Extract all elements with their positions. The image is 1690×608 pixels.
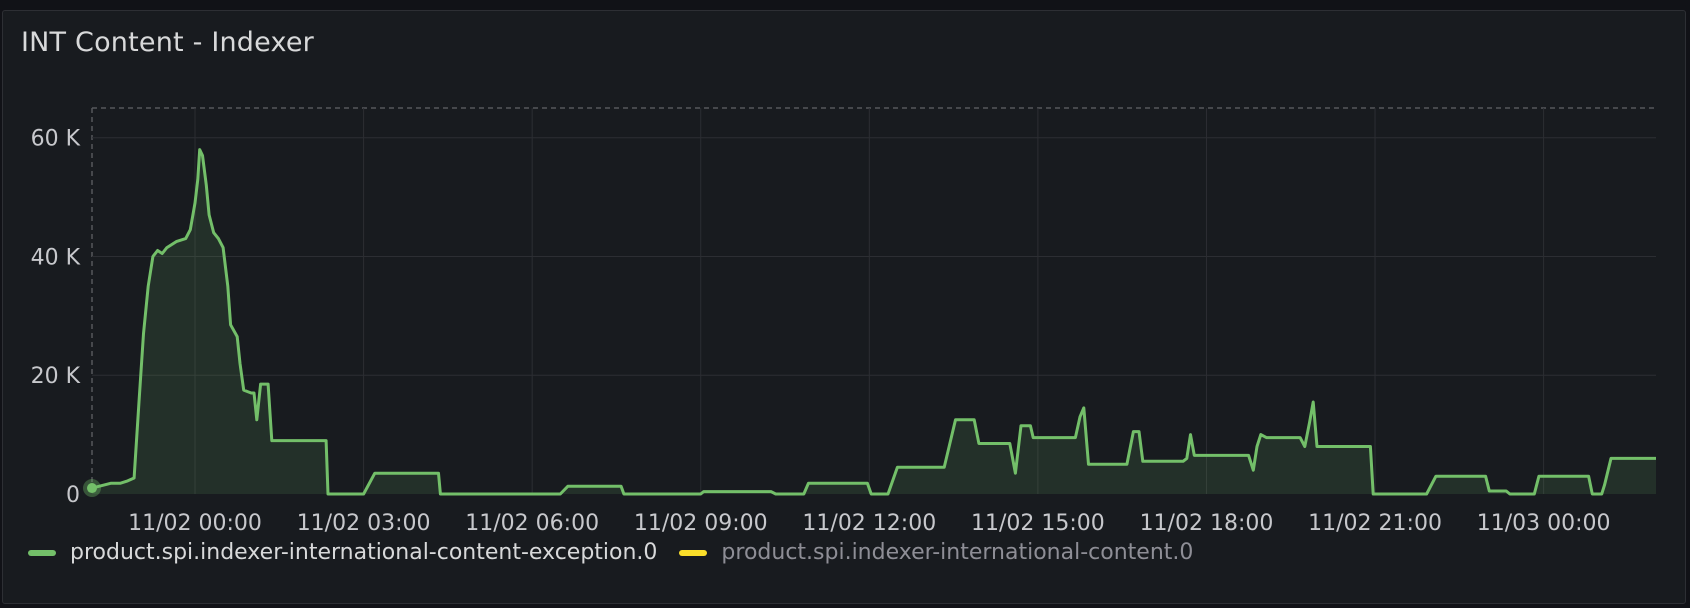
legend-label: product.spi.indexer-international-conten… — [721, 540, 1194, 565]
legend: product.spi.indexer-international-conten… — [28, 540, 1215, 565]
x-tick-label: 11/02 06:00 — [465, 511, 599, 536]
x-tick-label: 11/02 21:00 — [1308, 511, 1442, 536]
legend-swatch-yellow — [679, 549, 708, 556]
x-tick-label: 11/02 00:00 — [128, 511, 262, 536]
legend-label: product.spi.indexer-international-conten… — [70, 540, 658, 565]
y-tick-label: 0 — [66, 483, 80, 508]
legend-swatch-green — [28, 549, 56, 556]
grid — [91, 107, 1656, 494]
y-tick-label: 20 K — [31, 364, 81, 389]
series-area-fill — [92, 149, 1656, 494]
y-tick-label: 60 K — [31, 127, 81, 152]
chart-panel: INT Content - Indexer — [2, 10, 1686, 604]
y-tick-label: 40 K — [31, 245, 81, 270]
panel-title[interactable]: INT Content - Indexer — [21, 27, 314, 58]
series-line-exception[interactable] — [91, 148, 1656, 496]
x-tick-label: 11/02 03:00 — [297, 511, 431, 536]
legend-item-exception[interactable]: product.spi.indexer-international-conten… — [28, 540, 657, 565]
x-tick-label: 11/02 15:00 — [971, 511, 1105, 536]
series-layer — [83, 148, 1656, 498]
series-start-marker[interactable] — [87, 483, 97, 494]
x-axis-ticks: 11/02 00:00 11/02 03:00 11/02 06:00 11/02 0… — [128, 511, 1610, 536]
x-tick-label: 11/03 00:00 — [1477, 511, 1611, 536]
x-tick-label: 11/02 18:00 — [1140, 511, 1274, 536]
x-tick-label: 11/02 12:00 — [802, 511, 936, 536]
x-tick-label: 11/02 09:00 — [634, 511, 768, 536]
legend-item-content[interactable]: product.spi.indexer-international-conten… — [679, 540, 1193, 565]
y-axis-ticks: 0 20 K 40 K 60 K — [31, 127, 81, 508]
